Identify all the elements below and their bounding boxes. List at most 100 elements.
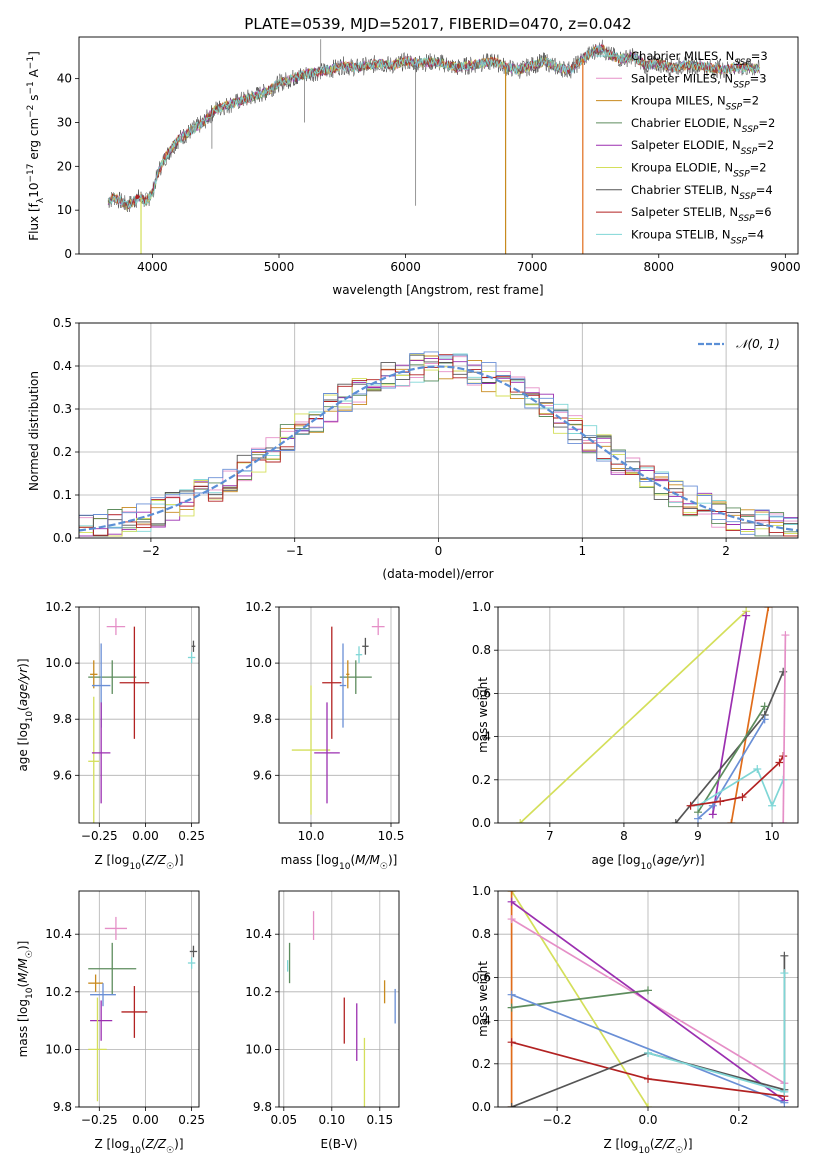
legend-label: Chabrier STELIB, NSSP=4 bbox=[631, 183, 773, 202]
tick-label-y: 10.2 bbox=[45, 985, 72, 999]
weight-point-marker bbox=[507, 990, 516, 999]
tick-label-x: 6000 bbox=[390, 260, 421, 274]
tick-label-y: 10.2 bbox=[245, 985, 272, 999]
tick-label-x: 0.0 bbox=[638, 1113, 657, 1127]
x-axis-label: Z [log10(Z/Z☉)] bbox=[94, 853, 183, 872]
tick-label-x: −1 bbox=[286, 544, 304, 558]
weight-line bbox=[782, 635, 787, 823]
tick-label-y: 0.8 bbox=[472, 927, 491, 941]
weight-line bbox=[511, 989, 649, 1009]
legend-label: Kroupa STELIB, NSSP=4 bbox=[631, 227, 764, 246]
tick-label-y: 0.2 bbox=[472, 773, 491, 787]
tick-label-y: 0.2 bbox=[472, 1057, 491, 1071]
y-axis-label: Flux [fλ10−17 erg cm−2 s−1 A−1] bbox=[26, 51, 46, 241]
tick-label-x: 1 bbox=[578, 544, 586, 558]
weight-point-marker bbox=[507, 915, 516, 924]
tick-label-y: 10.0 bbox=[245, 1042, 272, 1056]
plot-area bbox=[507, 891, 789, 1107]
tick-label-y: 0.6 bbox=[472, 970, 491, 984]
weight-point-marker bbox=[764, 607, 773, 611]
weight-point-marker bbox=[694, 814, 702, 823]
axes-frame bbox=[497, 606, 799, 824]
tick-label-y: 0.3 bbox=[53, 402, 72, 416]
legend-label: Salpeter MILES, NSSP=3 bbox=[631, 71, 767, 90]
weight-point-marker bbox=[644, 1074, 652, 1083]
tick-label-x: 0.00 bbox=[132, 1113, 159, 1127]
tick-label-x: 0.2 bbox=[729, 1113, 748, 1127]
tick-label-x: 2 bbox=[722, 544, 730, 558]
weight-point-marker bbox=[507, 1103, 516, 1107]
tick-label-y: 9.8 bbox=[253, 712, 272, 726]
weight-point-marker bbox=[768, 801, 777, 810]
legend-label: Kroupa MILES, NSSP=2 bbox=[631, 94, 759, 113]
weight-point-marker bbox=[671, 819, 680, 823]
x-axis-label: E(B-V) bbox=[320, 1137, 357, 1151]
weight-point-marker bbox=[781, 631, 790, 640]
weight-point-marker bbox=[507, 897, 516, 906]
plot-area bbox=[291, 618, 385, 815]
axes-frame bbox=[78, 606, 200, 824]
weight-line bbox=[519, 610, 747, 823]
weight-point-marker bbox=[753, 765, 762, 773]
weight-point-marker bbox=[780, 969, 789, 978]
legend-label: 𝒩(0, 1) bbox=[736, 337, 780, 351]
model-line bbox=[108, 44, 760, 209]
plot-area bbox=[88, 916, 198, 1102]
weight-point-marker bbox=[742, 611, 751, 620]
tick-label-x: −0.25 bbox=[81, 829, 118, 843]
weight-point-marker bbox=[507, 891, 516, 895]
tick-label-y: 0.8 bbox=[472, 643, 491, 657]
weight-point-marker bbox=[708, 810, 717, 819]
tick-label-x: 0.00 bbox=[132, 829, 159, 843]
legend-label: Salpeter ELODIE, NSSP=2 bbox=[631, 138, 774, 157]
tick-label-x: 0.25 bbox=[178, 829, 205, 843]
legend-label: Chabrier MILES, NSSP=3 bbox=[631, 49, 768, 68]
axes-frame bbox=[278, 890, 400, 1108]
tick-label-y: 10.0 bbox=[45, 1042, 72, 1056]
tick-label-y: 10.4 bbox=[45, 927, 72, 941]
tick-label-y: 0.4 bbox=[53, 359, 72, 373]
tick-label-x: −0.25 bbox=[81, 1113, 118, 1127]
weight-line bbox=[511, 901, 785, 1102]
weight-point-marker bbox=[507, 1003, 516, 1012]
tick-label-y: 0.0 bbox=[53, 531, 72, 545]
weight-line bbox=[730, 607, 770, 823]
tick-label-y: 0.2 bbox=[53, 445, 72, 459]
tick-label-x: 9000 bbox=[770, 260, 801, 274]
plot-area bbox=[107, 39, 761, 254]
x-axis-label: wavelength [Angstrom, rest frame] bbox=[332, 283, 543, 297]
tick-label-y: 10.2 bbox=[245, 600, 272, 614]
tick-label-x: 7000 bbox=[517, 260, 548, 274]
tick-label-x: 10.5 bbox=[378, 829, 405, 843]
tick-label-y: 9.8 bbox=[53, 712, 72, 726]
tick-label-x: 0.15 bbox=[366, 1113, 393, 1127]
weight-vs-z-panel: −0.2 0.0 0.2 0.0 0.2 0.4 0.6 0.8 1.0 Z [log10(Z/Z… bbox=[472, 884, 799, 1156]
legend-label: Salpeter STELIB, NSSP=6 bbox=[631, 205, 772, 224]
tick-label-x: 0.25 bbox=[178, 1113, 205, 1127]
x-axis-label: age [log10(age/yr)] bbox=[591, 853, 704, 872]
mass-vs-ebv-panel: 0.05 0.10 0.15 9.8 10.0 10.2 10.4 E(B-V) bbox=[245, 890, 400, 1151]
tick-label-y: 0.5 bbox=[53, 316, 72, 330]
age-vs-z-panel: −0.25 0.00 0.25 9.6 9.8 10.0 10.2 Z [log10(Z/Z☉… bbox=[16, 600, 205, 872]
tick-label-x: 8000 bbox=[643, 260, 674, 274]
tick-label-x: 4000 bbox=[137, 260, 168, 274]
tick-label-x: −2 bbox=[142, 544, 160, 558]
x-axis-label: Z [log10(Z/Z☉)] bbox=[94, 1137, 183, 1156]
tick-label-y: 10 bbox=[57, 203, 72, 217]
tick-label-y: 30 bbox=[57, 115, 72, 129]
weight-point-marker bbox=[780, 951, 789, 960]
tick-label-x: 0 bbox=[435, 544, 443, 558]
weight-line bbox=[697, 767, 784, 808]
weight-point-marker bbox=[779, 667, 788, 676]
tick-label-x: 0.10 bbox=[318, 1113, 345, 1127]
age-vs-mass-panel: 10.0 10.5 9.6 9.8 10.0 10.2 mass [log10(M/M☉)] bbox=[245, 600, 404, 872]
tick-label-x: 8 bbox=[620, 829, 628, 843]
axes-frame bbox=[497, 890, 799, 1108]
axes-frame bbox=[78, 890, 200, 1108]
plot-area bbox=[79, 351, 798, 537]
tick-label-x: 7 bbox=[546, 829, 554, 843]
weight-point-marker bbox=[644, 1103, 652, 1107]
weight-point-marker bbox=[716, 797, 725, 806]
weight-point-marker bbox=[760, 715, 769, 724]
